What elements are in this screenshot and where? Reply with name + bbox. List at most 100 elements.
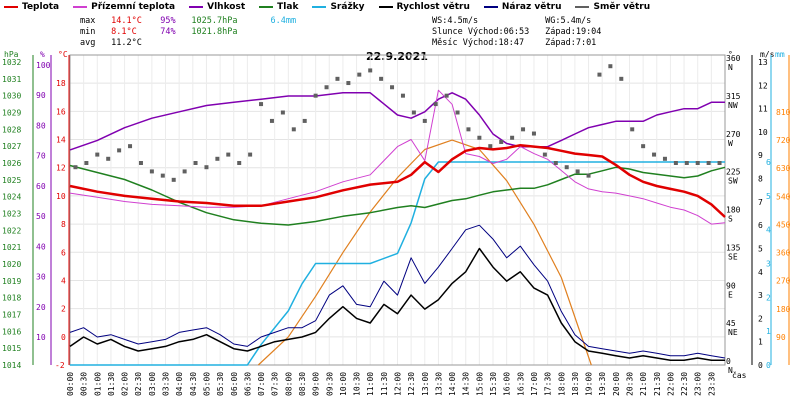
dir-point-55 <box>673 161 678 165</box>
dir-point-31 <box>411 110 416 115</box>
dir-point-37 <box>477 135 482 140</box>
x-tick-28: 14:00 <box>448 372 457 396</box>
stats-max-label: max <box>80 16 96 26</box>
series-temp <box>69 143 726 218</box>
series-rain <box>70 161 725 366</box>
axis-dir-tick-0: 0 <box>726 357 731 366</box>
legend-label-1: Přízemní teplota <box>91 2 176 12</box>
axis-hpa-tick-0: 1014 <box>2 361 21 370</box>
x-tick-0: 00:00 <box>66 372 75 396</box>
stats-max-row: max 14.1°C 95% 1025.7hPa 6.4mm <box>80 16 296 27</box>
legend-item-2: Vlhkost <box>189 2 245 12</box>
axis-ms-tick-3: 3 <box>758 291 763 300</box>
axis-pct-tick-7: 80 <box>36 121 46 130</box>
dir-point-58 <box>706 161 711 165</box>
dir-point-57 <box>695 161 700 165</box>
axis-c-tick-7: 12 <box>56 164 66 173</box>
dir-point-11 <box>193 161 198 165</box>
axis-ms-tick-10: 10 <box>758 128 768 137</box>
axis-pct-tick-5: 60 <box>36 182 46 191</box>
axis-pct-tick-2: 30 <box>36 273 46 282</box>
dir-point-22 <box>313 93 318 98</box>
axis-dir-tick-4: 180 <box>726 206 741 215</box>
dir-point-39 <box>499 139 504 144</box>
stats-min-row: min 8.1°C 74% 1021.8hPa <box>80 27 296 38</box>
stats-min-temp: 8.1°C <box>111 27 137 37</box>
x-tick-13: 06:30 <box>243 372 252 396</box>
legend-item-6: Náraz větru <box>483 2 562 12</box>
x-tick-7: 03:30 <box>162 372 171 396</box>
dir-point-25 <box>346 81 351 86</box>
x-tick-11: 05:30 <box>216 372 225 396</box>
axis-ms-label: m/s <box>760 50 775 59</box>
x-tick-41: 20:30 <box>625 372 634 396</box>
axis-hpa-tick-4: 1018 <box>2 294 21 303</box>
x-tick-40: 20:00 <box>612 372 621 396</box>
legend-label-2: Vlhkost <box>207 2 246 12</box>
x-tick-42: 21:00 <box>639 372 648 396</box>
series-humidity <box>69 92 725 151</box>
series-gust <box>69 224 726 359</box>
axis-ms-tick-1: 1 <box>758 338 763 347</box>
x-axis-label: čas <box>732 370 747 380</box>
x-tick-15: 07:30 <box>271 372 280 396</box>
x-tick-34: 17:00 <box>530 372 539 396</box>
dir-point-3 <box>106 156 111 161</box>
dir-point-46 <box>575 169 580 174</box>
stats-min-label: min <box>80 27 96 37</box>
dir-point-19 <box>280 110 285 115</box>
axis-wm2-tick-6: 630 <box>776 164 791 173</box>
stats-min-press: 1021.8hPa <box>191 27 238 37</box>
axis-dir-name-4: S <box>728 215 733 224</box>
x-tick-21: 10:30 <box>353 372 362 396</box>
axis-hpa-tick-5: 1019 <box>2 277 21 286</box>
x-tick-39: 19:30 <box>598 372 607 396</box>
axis-dir-tick-6: 270 <box>726 130 741 139</box>
axis-hpa-tick-18: 1032 <box>2 58 21 67</box>
x-tick-3: 01:30 <box>107 372 116 396</box>
x-tick-27: 13:30 <box>434 372 443 396</box>
axis-ms-tick-0: 0 <box>758 361 763 370</box>
axis-pct-tick-1: 20 <box>36 303 46 312</box>
x-tick-43: 21:30 <box>653 372 662 396</box>
x-tick-18: 09:00 <box>312 372 321 396</box>
axis-dir-name-8: N <box>728 63 733 72</box>
dir-point-6 <box>138 161 143 165</box>
axis-c-tick-0: -2 <box>55 361 65 370</box>
axis-dir-name-3: SE <box>728 252 738 261</box>
legend-item-4: Srážky <box>312 2 365 12</box>
dir-point-45 <box>564 165 569 170</box>
x-tick-17: 08:30 <box>298 372 307 396</box>
dir-point-17 <box>259 102 264 107</box>
axis-c-tick-9: 16 <box>56 107 66 116</box>
x-tick-14: 07:00 <box>257 372 266 396</box>
legend-item-7: Směr větru <box>575 2 650 12</box>
axis-mm-tick-0: 0 <box>766 361 771 370</box>
axis-pct-label: % <box>40 50 45 59</box>
dir-point-34 <box>444 93 449 98</box>
axis-dir-tick-5: 225 <box>726 168 741 177</box>
axis-hpa-tick-2: 1016 <box>2 327 21 336</box>
legend-label-5: Rychlost větru <box>396 2 470 12</box>
dir-point-40 <box>510 135 515 140</box>
axis-ms-tick-4: 4 <box>758 268 763 277</box>
axis-ms-tick-2: 2 <box>758 314 763 323</box>
axis-hpa-tick-6: 1020 <box>2 260 21 269</box>
legend-label-6: Náraz větru <box>501 2 562 12</box>
dir-point-48 <box>597 72 602 77</box>
axis-ms-tick-9: 9 <box>758 151 763 160</box>
x-tick-32: 16:00 <box>503 372 512 396</box>
info-sunrise: Slunce Východ:06:53 <box>432 27 530 37</box>
axis-c-tick-4: 6 <box>61 248 66 257</box>
axis-mm-tick-1: 1 <box>766 327 771 336</box>
x-tick-30: 15:00 <box>475 372 484 396</box>
info-moonset: Západ:7:01 <box>545 38 597 48</box>
dir-point-42 <box>531 131 536 136</box>
x-tick-6: 03:00 <box>148 372 157 396</box>
axis-hpa-tick-13: 1027 <box>2 142 21 151</box>
dir-point-26 <box>357 72 362 77</box>
info-wg: WG:5.4m/s <box>545 16 592 26</box>
x-tick-47: 23:30 <box>707 372 716 396</box>
x-tick-22: 11:00 <box>366 372 375 396</box>
dir-point-10 <box>182 169 187 174</box>
